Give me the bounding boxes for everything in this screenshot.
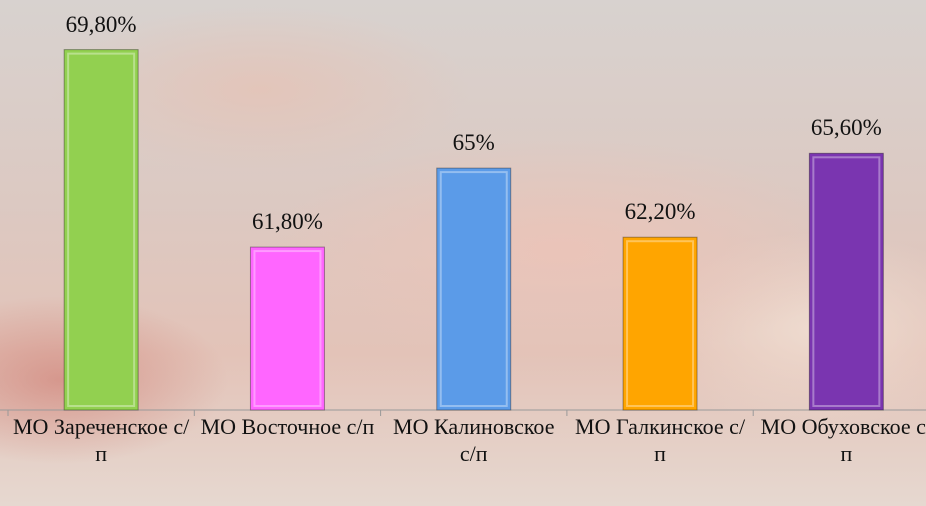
value-label: 62,20% xyxy=(580,199,740,225)
bar xyxy=(64,50,138,410)
bar xyxy=(809,153,883,410)
bar xyxy=(250,247,324,410)
value-label: 61,80% xyxy=(207,209,367,235)
value-label: 65% xyxy=(394,130,554,156)
bar xyxy=(437,168,511,410)
value-label: 65,60% xyxy=(766,115,926,141)
bar xyxy=(623,237,697,410)
x-tick-label: МО Зареченское с/п xyxy=(11,413,191,467)
x-tick-label: МО Галкинское с/п xyxy=(570,413,750,467)
x-tick-label: МО Обуховское с/п xyxy=(756,413,926,467)
x-tick-label: МО Калиновское с/п xyxy=(384,413,564,467)
chart: 69,80% МО Зареченское с/п 61,80% МО Восточн… xyxy=(0,0,926,506)
value-label: 69,80% xyxy=(21,12,181,38)
x-tick-label: МО Восточное с/п xyxy=(197,413,377,440)
